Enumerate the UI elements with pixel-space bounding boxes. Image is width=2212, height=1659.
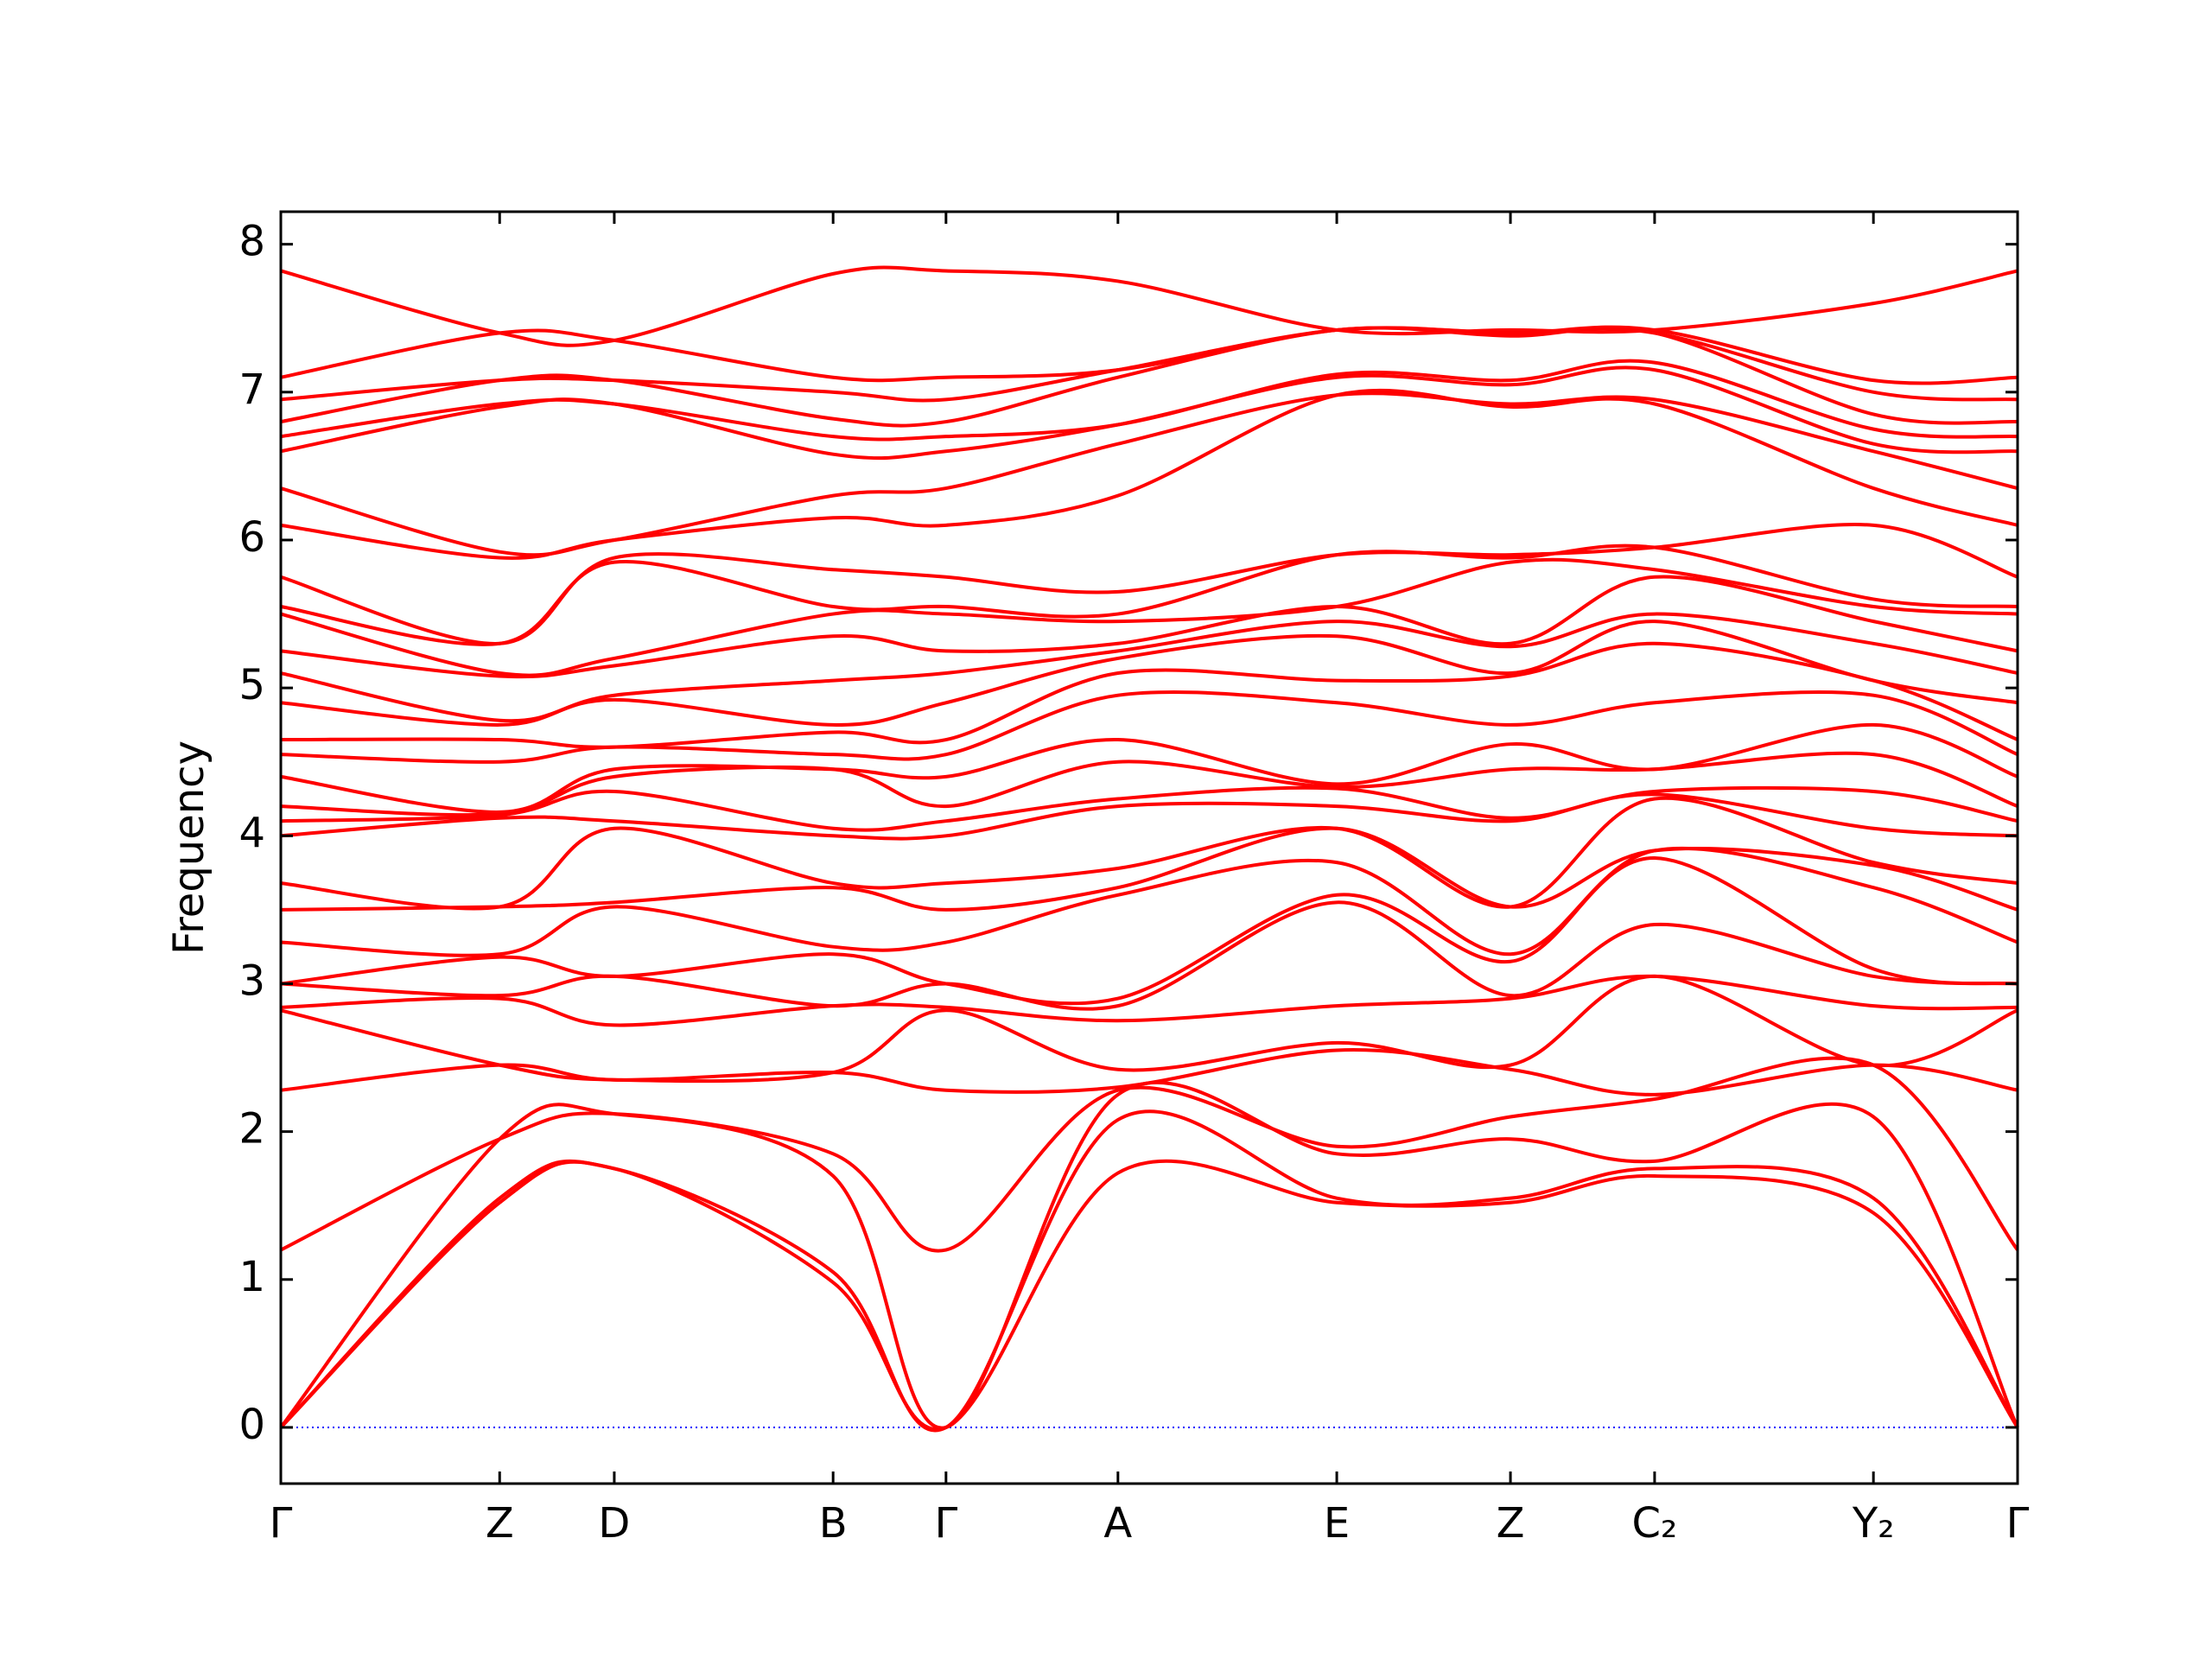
x-tick-label: E: [1324, 1499, 1350, 1548]
x-tick-label: Γ: [270, 1499, 293, 1548]
band-line: [280, 796, 2018, 911]
band-line: [280, 575, 2018, 679]
band-line: [280, 391, 2018, 557]
y-tick-label: 3: [238, 957, 265, 1005]
band-line: [280, 1048, 2018, 1096]
band-line: [280, 974, 2018, 1084]
x-tick-label: C₂: [1632, 1499, 1678, 1548]
band-line: [279, 1080, 2019, 1430]
band-line: [280, 326, 2018, 428]
x-tick-label: B: [819, 1499, 848, 1548]
band-line: [279, 1159, 2019, 1432]
band-line: [280, 751, 2018, 817]
band-line: [280, 792, 2018, 841]
y-tick-label: 5: [238, 661, 265, 709]
band-line: [280, 974, 2018, 1027]
y-tick-label: 1: [238, 1253, 265, 1301]
x-tick-label: Γ: [934, 1499, 957, 1548]
band-line: [280, 826, 2018, 912]
band-line: [280, 785, 2018, 832]
y-tick-label: 0: [238, 1401, 265, 1449]
band-line: [280, 543, 2018, 646]
band-line: [280, 690, 2018, 764]
band-line: [280, 359, 2018, 442]
band-line: [280, 722, 2018, 814]
y-tick-label: 4: [238, 809, 265, 857]
band-line: [280, 365, 2018, 461]
band-line: [280, 265, 2018, 347]
x-tick-label: Z: [1497, 1499, 1525, 1548]
band-line: [280, 1056, 2019, 1253]
y-tick-label: 7: [238, 365, 265, 414]
band-line: [280, 557, 2018, 677]
y-tick-label: 2: [238, 1105, 265, 1154]
x-tick-label: D: [598, 1499, 630, 1548]
band-line: [280, 846, 2018, 957]
y-tick-label: 8: [238, 218, 265, 266]
band-line: [280, 523, 2018, 645]
band-line: [280, 325, 2018, 385]
band-line: [280, 641, 2018, 749]
band-line: [279, 1109, 2019, 1433]
x-tick-label: A: [1103, 1499, 1132, 1548]
x-tick-label: Z: [486, 1499, 514, 1548]
x-tick-label: Y₂: [1852, 1499, 1895, 1548]
y-axis-label: Frequency: [165, 741, 213, 955]
x-tick-label: Γ: [2006, 1499, 2030, 1548]
band-line: [280, 855, 2018, 1006]
band-line: [280, 900, 2018, 1011]
band-line: [280, 612, 2018, 723]
plot-frame: [279, 210, 2019, 1485]
y-tick-label: 6: [238, 513, 265, 562]
